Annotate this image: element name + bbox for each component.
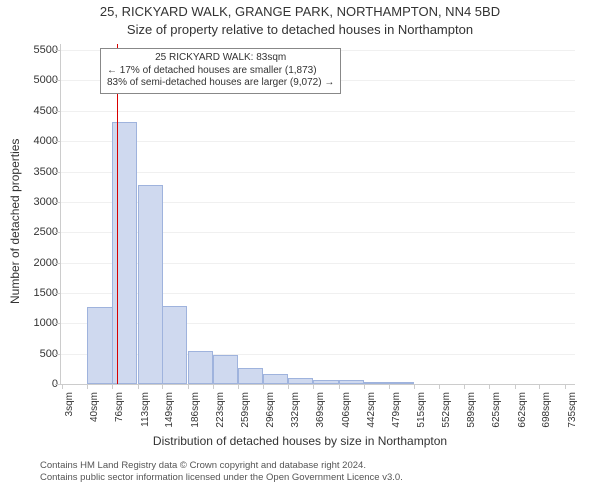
- x-tick-mark: [313, 384, 314, 389]
- x-tick-mark: [112, 384, 113, 389]
- chart-title-line1: 25, RICKYARD WALK, GRANGE PARK, NORTHAMP…: [0, 4, 600, 19]
- bar: [87, 307, 112, 384]
- chart-container: 25, RICKYARD WALK, GRANGE PARK, NORTHAMP…: [0, 0, 600, 500]
- x-tick-mark: [238, 384, 239, 389]
- x-tick-mark: [213, 384, 214, 389]
- marker-line: [117, 44, 118, 384]
- plot-area: [60, 44, 575, 384]
- annotation-box: 25 RICKYARD WALK: 83sqm ← 17% of detache…: [100, 48, 341, 94]
- x-tick-mark: [439, 384, 440, 389]
- bar: [213, 355, 238, 384]
- x-tick-mark: [489, 384, 490, 389]
- bar: [263, 374, 288, 384]
- bar: [138, 185, 163, 384]
- x-tick-mark: [138, 384, 139, 389]
- footer-text: Contains HM Land Registry data © Crown c…: [0, 460, 600, 485]
- bar: [162, 306, 187, 384]
- annotation-line2: ← 17% of detached houses are smaller (1,…: [107, 65, 334, 78]
- bar: [112, 122, 137, 384]
- bar: [188, 351, 213, 384]
- y-axis-label: Number of detached properties: [8, 139, 22, 304]
- footer-line1: Contains HM Land Registry data © Crown c…: [40, 460, 600, 472]
- x-tick-mark: [364, 384, 365, 389]
- x-tick-mark: [263, 384, 264, 389]
- x-tick-mark: [539, 384, 540, 389]
- x-tick-mark: [565, 384, 566, 389]
- x-tick-mark: [515, 384, 516, 389]
- footer-line2: Contains public sector information licen…: [40, 472, 600, 484]
- x-tick-mark: [162, 384, 163, 389]
- bar: [238, 368, 263, 384]
- annotation-line1: 25 RICKYARD WALK: 83sqm: [107, 52, 334, 65]
- x-tick-mark: [188, 384, 189, 389]
- y-axis-line: [60, 44, 61, 384]
- x-tick-mark: [389, 384, 390, 389]
- x-tick-mark: [62, 384, 63, 389]
- x-tick-mark: [464, 384, 465, 389]
- grid-line: [60, 111, 575, 112]
- x-tick-mark: [288, 384, 289, 389]
- x-axis-label: Distribution of detached houses by size …: [0, 434, 600, 448]
- annotation-line3: 83% of semi-detached houses are larger (…: [107, 77, 334, 90]
- x-tick-mark: [339, 384, 340, 389]
- x-tick-mark: [414, 384, 415, 389]
- chart-title-line2: Size of property relative to detached ho…: [0, 22, 600, 37]
- x-tick-mark: [87, 384, 88, 389]
